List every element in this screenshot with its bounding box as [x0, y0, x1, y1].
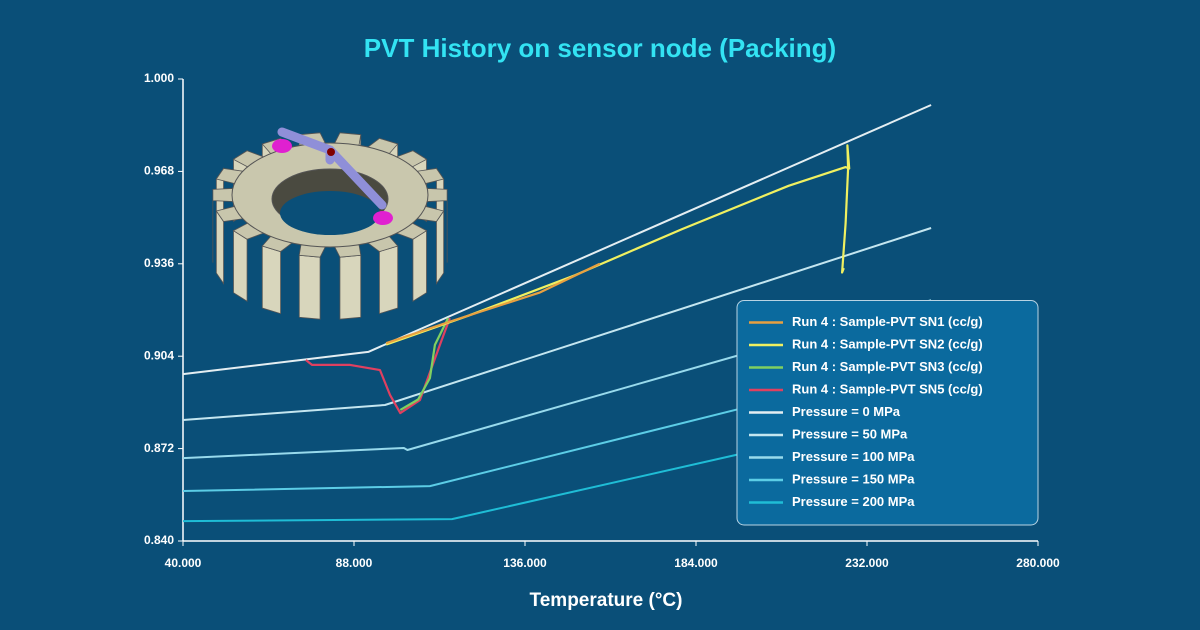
legend-label: Pressure = 200 MPa	[792, 494, 915, 509]
y-tick-label: 0.840	[144, 533, 174, 547]
sensor	[327, 148, 335, 156]
series-line	[305, 317, 451, 415]
legend-label: Run 4 : Sample-PVT SN3 (cc/g)	[792, 359, 983, 374]
legend-label: Run 4 : Sample-PVT SN5 (cc/g)	[792, 381, 983, 396]
gear-tooth-top	[212, 188, 234, 202]
gear-tooth-side	[233, 229, 248, 302]
series-line	[385, 262, 601, 345]
gate	[373, 211, 393, 225]
x-tick-label: 280.000	[1016, 556, 1060, 570]
x-tick-label: 232.000	[845, 556, 889, 570]
legend-label: Pressure = 150 MPa	[792, 471, 915, 486]
legend-label: Run 4 : Sample-PVT SN1 (cc/g)	[792, 314, 983, 329]
series-line	[385, 144, 851, 346]
y-tick-label: 0.968	[144, 164, 174, 178]
series-line	[182, 104, 932, 376]
gear-tooth-side	[261, 245, 281, 315]
y-tick-label: 0.936	[144, 256, 174, 270]
legend-label: Pressure = 50 MPa	[792, 426, 908, 441]
gear-tooth-side	[436, 209, 445, 285]
y-tick-label: 0.904	[144, 348, 174, 362]
legend-box	[736, 300, 1039, 526]
gear-hole-inner	[280, 191, 380, 235]
series-line	[399, 317, 450, 411]
series-line	[182, 227, 932, 421]
gear-tooth-side	[339, 254, 362, 320]
part-illustration	[212, 127, 448, 320]
gear-tooth-side	[379, 245, 399, 315]
x-tick-label: 88.000	[336, 556, 373, 570]
x-tick-label: 184.000	[674, 556, 718, 570]
legend-label: Run 4 : Sample-PVT SN2 (cc/g)	[792, 336, 983, 351]
chart-title: PVT History on sensor node (Packing)	[364, 33, 836, 63]
y-tick-label: 0.872	[144, 441, 174, 455]
gear-tooth-side	[298, 254, 321, 320]
x-axis-label: Temperature (°C)	[530, 590, 683, 611]
legend-label: Pressure = 0 MPa	[792, 404, 901, 419]
x-tick-label: 136.000	[503, 556, 547, 570]
x-tick-label: 40.000	[165, 556, 202, 570]
y-tick-label: 1.000	[144, 71, 174, 85]
gate	[272, 139, 292, 153]
series-line	[182, 299, 932, 460]
gear-tooth-top	[426, 188, 448, 202]
gear-tooth-side	[412, 229, 427, 302]
gear-tooth-side	[215, 209, 224, 285]
legend-label: Pressure = 100 MPa	[792, 449, 915, 464]
